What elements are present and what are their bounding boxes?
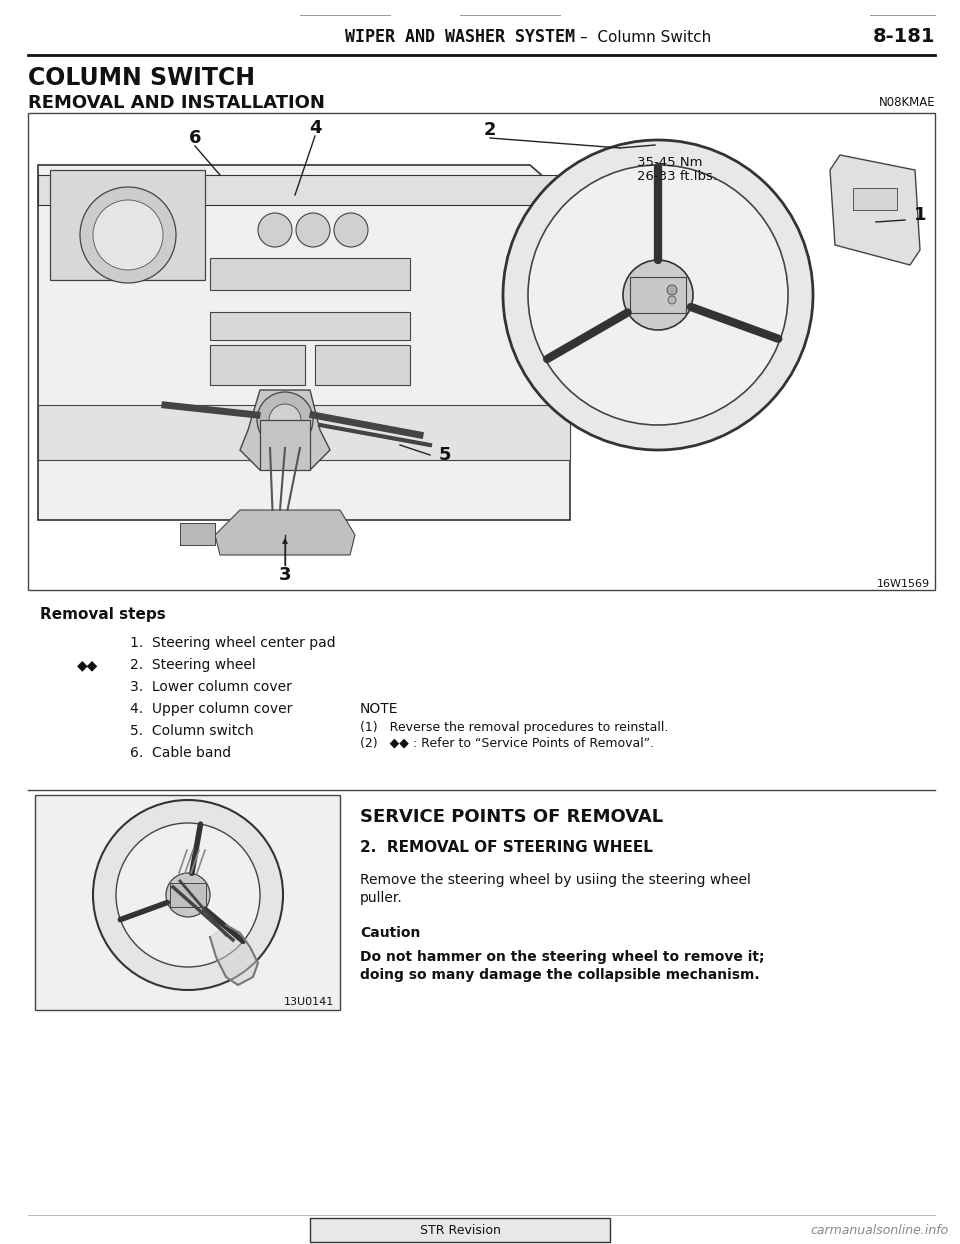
Text: NOTE: NOTE (360, 702, 398, 717)
Bar (38, 175, 570, 205)
Circle shape (257, 392, 313, 448)
Text: REMOVAL AND INSTALLATION: REMOVAL AND INSTALLATION (28, 95, 324, 112)
Text: SERVICE POINTS OF REMOVAL: SERVICE POINTS OF REMOVAL (360, 809, 663, 826)
Polygon shape (830, 156, 920, 265)
Circle shape (166, 873, 210, 917)
Bar (630, 277, 686, 313)
Bar (38, 406, 570, 460)
Text: 1.  Steering wheel center pad: 1. Steering wheel center pad (130, 636, 336, 651)
Text: STR Revision: STR Revision (420, 1224, 500, 1237)
Bar (310, 1218, 610, 1242)
Circle shape (93, 200, 163, 270)
Text: 2.  Steering wheel: 2. Steering wheel (130, 658, 255, 672)
Bar (210, 345, 305, 384)
Circle shape (258, 213, 292, 248)
Text: (1)   Reverse the removal procedures to reinstall.: (1) Reverse the removal procedures to re… (360, 720, 668, 734)
Text: 6: 6 (189, 129, 202, 147)
Text: 5.  Column switch: 5. Column switch (130, 724, 253, 738)
Text: 8-181: 8-181 (873, 27, 935, 46)
Circle shape (528, 165, 788, 425)
Text: 16W1569: 16W1569 (876, 578, 930, 588)
Bar (853, 188, 897, 210)
Circle shape (503, 141, 813, 450)
Text: 26-33 ft.lbs.: 26-33 ft.lbs. (637, 170, 717, 184)
Text: N08KMAE: N08KMAE (878, 97, 935, 109)
Text: COLUMN SWITCH: COLUMN SWITCH (28, 66, 255, 90)
Text: ◆◆: ◆◆ (78, 658, 99, 672)
Polygon shape (215, 510, 355, 555)
Bar (180, 522, 215, 545)
Text: 6.  Cable band: 6. Cable band (130, 746, 231, 760)
Text: Removal steps: Removal steps (40, 607, 166, 622)
Circle shape (80, 187, 176, 282)
Bar (260, 420, 310, 470)
Text: 4.  Upper column cover: 4. Upper column cover (130, 702, 293, 717)
Circle shape (269, 404, 301, 435)
Bar (35, 795, 340, 1010)
Text: doing so many damage the collapsible mechanism.: doing so many damage the collapsible mec… (360, 968, 759, 982)
Circle shape (334, 213, 368, 248)
Text: Remove the steering wheel by usiing the steering wheel: Remove the steering wheel by usiing the … (360, 873, 751, 887)
Polygon shape (38, 165, 570, 520)
Bar (50, 170, 205, 280)
Bar (210, 258, 410, 290)
Circle shape (667, 285, 677, 295)
Text: Caution: Caution (360, 926, 420, 940)
Text: 1: 1 (914, 207, 926, 224)
Bar (28, 113, 935, 590)
Text: 5: 5 (439, 447, 451, 464)
Circle shape (116, 824, 260, 967)
Polygon shape (210, 926, 258, 985)
Circle shape (623, 260, 693, 330)
Circle shape (93, 800, 283, 990)
Text: 2: 2 (484, 121, 496, 139)
Text: 2.  REMOVAL OF STEERING WHEEL: 2. REMOVAL OF STEERING WHEEL (360, 840, 653, 855)
Bar (315, 345, 410, 384)
Bar (210, 312, 410, 340)
Circle shape (668, 296, 676, 304)
Text: 13U0141: 13U0141 (284, 996, 334, 1006)
Text: puller.: puller. (360, 891, 403, 904)
Text: 4: 4 (309, 119, 322, 137)
Text: (2)   ◆◆ : Refer to “Service Points of Removal”.: (2) ◆◆ : Refer to “Service Points of Rem… (360, 736, 654, 749)
Text: 3: 3 (278, 566, 291, 583)
Text: WIPER AND WASHER SYSTEM: WIPER AND WASHER SYSTEM (345, 29, 575, 46)
Text: 35-45 Nm: 35-45 Nm (637, 156, 703, 168)
Text: Do not hammer on the steering wheel to remove it;: Do not hammer on the steering wheel to r… (360, 950, 764, 964)
Bar (170, 883, 206, 907)
Text: –  Column Switch: – Column Switch (580, 30, 711, 45)
Circle shape (530, 167, 786, 423)
Circle shape (296, 213, 330, 248)
Polygon shape (240, 391, 330, 470)
Text: 3.  Lower column cover: 3. Lower column cover (130, 680, 292, 694)
Text: carmanualsonline.info: carmanualsonline.info (811, 1224, 949, 1237)
